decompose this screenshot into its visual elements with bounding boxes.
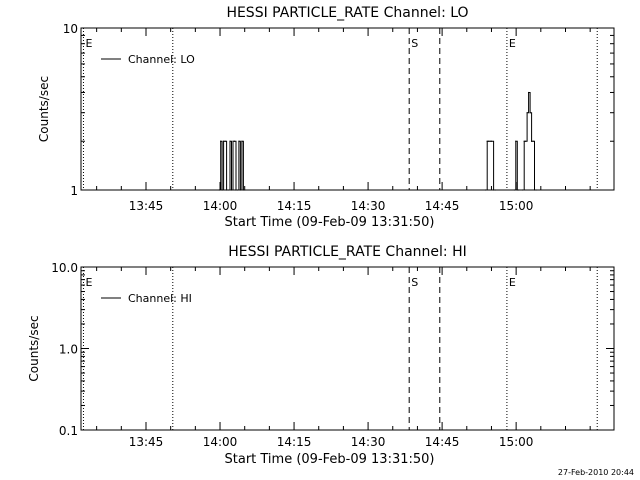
- data-point: [522, 189, 524, 191]
- x-tick-label: 14:30: [351, 199, 386, 213]
- x-tick-label: 14:15: [277, 199, 312, 213]
- y-axis-label: Counts/sec: [27, 315, 41, 381]
- data-point: [220, 140, 222, 142]
- y-tick-label: 0.1: [59, 424, 78, 438]
- data-point: [528, 91, 530, 94]
- data-point: [221, 189, 223, 191]
- event-marker-label: E: [509, 276, 516, 289]
- data-point: [523, 140, 525, 142]
- data-point: [516, 189, 518, 191]
- x-tick-label: 14:45: [425, 435, 460, 449]
- data-point: [242, 189, 244, 191]
- data-point: [513, 189, 515, 191]
- data-point: [515, 140, 517, 142]
- x-tick-label: 13:45: [129, 435, 164, 449]
- data-point: [525, 140, 527, 142]
- data-point: [533, 189, 536, 191]
- data-point: [494, 189, 496, 191]
- data-point: [241, 140, 243, 142]
- data-point: [518, 189, 520, 191]
- data-point: [489, 140, 491, 142]
- event-marker-label: E: [85, 37, 92, 50]
- x-tick-label: 14:45: [425, 199, 460, 213]
- data-point: [532, 140, 534, 142]
- data-point: [235, 189, 237, 191]
- x-tick-label: 14:00: [203, 435, 238, 449]
- data-point: [238, 140, 240, 142]
- chart-panel-1: HESSI PARTICLE_RATE Channel: HI 13:45 14:0…: [27, 244, 615, 467]
- x-tick-label: 14:15: [277, 435, 312, 449]
- legend-label: Channel: LO: [128, 53, 195, 66]
- data-point: [232, 140, 234, 142]
- x-tick-label: 13:45: [129, 199, 164, 213]
- y-tick-label: 10.0: [51, 261, 78, 275]
- data-point: [530, 140, 533, 142]
- data-point: [227, 189, 229, 191]
- data-point: [485, 189, 487, 191]
- data-point: [535, 189, 537, 191]
- y-tick-label: 1.0: [59, 343, 78, 357]
- x-tick-label: 14:00: [203, 199, 238, 213]
- data-point: [492, 189, 495, 191]
- data-point: [236, 189, 239, 191]
- data-point: [488, 140, 490, 142]
- data-point: [491, 140, 493, 142]
- data-point: [233, 140, 236, 142]
- x-axis-label: Start Time (09-Feb-09 13:31:50): [225, 215, 435, 230]
- data-point: [223, 140, 225, 142]
- x-tick-label: 15:00: [499, 435, 534, 449]
- data-point: [529, 112, 531, 114]
- y-tick-label: 1: [70, 184, 78, 198]
- data-point: [224, 140, 226, 142]
- data-point: [230, 189, 233, 191]
- data-point: [486, 140, 488, 142]
- chart-title: HESSI PARTICLE_RATE Channel: LO: [226, 5, 468, 21]
- plot-frame: [80, 27, 615, 191]
- legend-label: Channel: HI: [128, 292, 192, 305]
- event-marker-label: E: [509, 37, 516, 50]
- x-axis-label: Start Time (09-Feb-09 13:31:50): [225, 452, 435, 467]
- event-marker-label: S: [411, 276, 418, 289]
- event-marker-label: E: [85, 276, 92, 289]
- data-point: [239, 189, 242, 191]
- x-tick-label: 14:30: [351, 435, 386, 449]
- data-point: [229, 140, 231, 142]
- chart-panel-0: HESSI PARTICLE_RATE Channel: LO 13:45 14:0…: [37, 5, 615, 230]
- data-point: [225, 189, 228, 191]
- timestamp: 27-Feb-2010 20:44: [557, 468, 634, 477]
- data-point: [526, 112, 528, 114]
- data-point: [244, 189, 246, 191]
- y-tick-label: 10: [63, 22, 78, 36]
- y-axis-label: Counts/sec: [37, 76, 51, 142]
- chart-title: HESSI PARTICLE_RATE Channel: HI: [228, 244, 466, 260]
- data-point: [218, 189, 220, 191]
- x-tick-label: 15:00: [499, 199, 534, 213]
- event-marker-label: S: [411, 37, 418, 50]
